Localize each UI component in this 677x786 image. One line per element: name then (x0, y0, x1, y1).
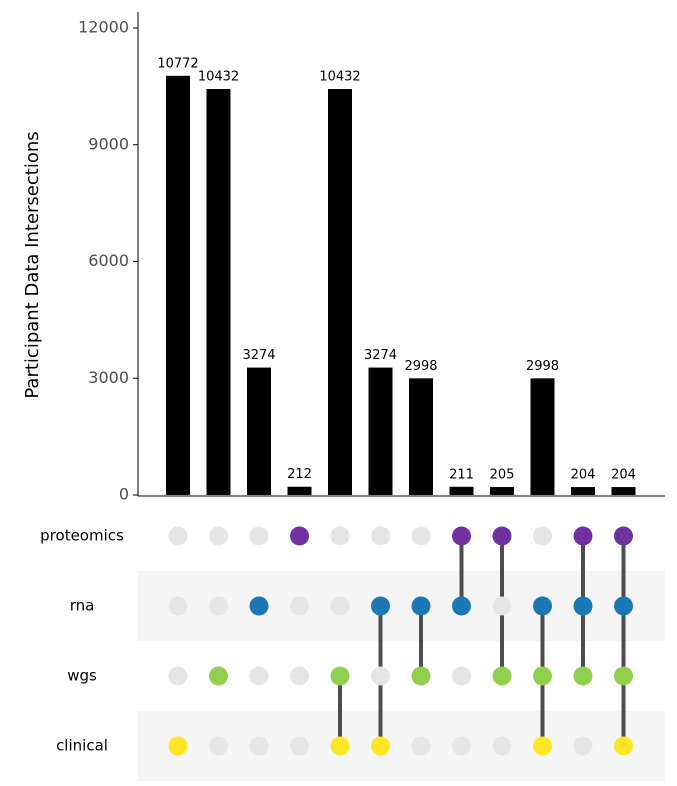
bar (247, 367, 271, 495)
bar (287, 486, 312, 495)
matrix-dot (249, 666, 269, 686)
y-tick-label: 6000 (88, 251, 129, 270)
matrix-dot (533, 526, 552, 546)
matrix-dot (573, 666, 593, 686)
value-label: 10772 (157, 56, 198, 71)
matrix-dot (411, 596, 431, 616)
bar (611, 487, 636, 495)
matrix-dot (168, 596, 188, 616)
value-label: 10432 (319, 70, 360, 85)
bar (490, 487, 514, 495)
matrix-dot (452, 526, 471, 546)
bar (166, 75, 190, 495)
matrix-dot (452, 596, 471, 616)
matrix-dot (614, 526, 633, 546)
y-tick-label: 0 (119, 485, 129, 504)
y-tick-label: 3000 (88, 368, 129, 387)
matrix-dot (249, 596, 269, 616)
matrix-dot (411, 526, 431, 546)
matrix-dot (209, 736, 228, 756)
set-label: proteomics (40, 527, 124, 545)
matrix-dot (371, 736, 390, 756)
value-label: 212 (287, 467, 312, 482)
y-tick-label: 12000 (78, 18, 129, 37)
bar (409, 378, 433, 495)
matrix-dot (573, 526, 593, 546)
matrix-dot (492, 526, 512, 546)
value-label: 10432 (198, 70, 239, 85)
bar (206, 89, 231, 495)
matrix-dot (168, 736, 188, 756)
matrix-dot (330, 526, 350, 546)
matrix-dot (411, 736, 431, 756)
matrix-dot (290, 526, 309, 546)
value-label: 204 (611, 468, 636, 483)
set-label: rna (70, 597, 95, 615)
value-label: 205 (490, 468, 515, 483)
matrix-dot (533, 736, 552, 756)
matrix-dot (492, 736, 512, 756)
value-label: 2998 (526, 359, 559, 374)
matrix-dot (371, 526, 390, 546)
matrix-dot (492, 596, 512, 616)
matrix-dot (290, 596, 309, 616)
bar (449, 486, 474, 495)
value-label: 204 (571, 468, 596, 483)
matrix-dot (371, 596, 390, 616)
matrix-dot (209, 596, 228, 616)
matrix-dot (573, 596, 593, 616)
matrix-dot (614, 596, 633, 616)
matrix-dot (330, 666, 350, 686)
bar (328, 89, 352, 495)
matrix-dot (411, 666, 431, 686)
value-label: 2998 (404, 359, 437, 374)
set-label: wgs (67, 667, 97, 685)
matrix-dot (249, 526, 269, 546)
bar (571, 487, 595, 495)
matrix-dot (452, 666, 471, 686)
matrix-dot (330, 736, 350, 756)
matrix-dot (330, 596, 350, 616)
matrix-dot (168, 526, 188, 546)
matrix-dot (290, 736, 309, 756)
value-label: 211 (449, 467, 474, 482)
matrix-dot (614, 666, 633, 686)
matrix-dot (533, 596, 552, 616)
matrix-dot (533, 666, 552, 686)
y-axis-label: Participant Data Intersections (22, 131, 43, 398)
y-tick-label: 9000 (88, 134, 129, 153)
matrix-dot (290, 666, 309, 686)
matrix-dot (492, 666, 512, 686)
value-label: 3274 (242, 348, 275, 363)
matrix-dot (452, 736, 471, 756)
matrix-dot (209, 666, 228, 686)
bar (530, 378, 555, 495)
matrix-dot (371, 666, 390, 686)
value-label: 3274 (364, 348, 397, 363)
matrix-dot (209, 526, 228, 546)
matrix-dot (249, 736, 269, 756)
matrix-dot (168, 666, 188, 686)
bar (368, 367, 393, 495)
matrix-dot (573, 736, 593, 756)
matrix-dot (614, 736, 633, 756)
set-label: clinical (56, 737, 108, 755)
